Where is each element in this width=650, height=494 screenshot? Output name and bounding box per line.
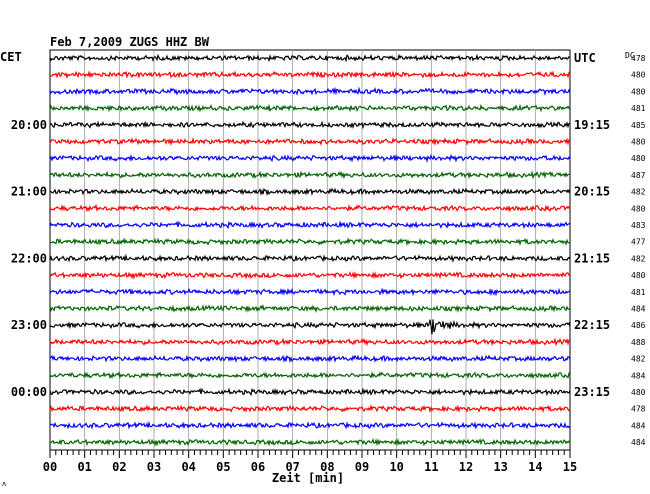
trace-line bbox=[49, 103, 571, 113]
x-tick-label: 11 bbox=[424, 460, 438, 474]
trace-line bbox=[49, 237, 571, 247]
dc-offset-label: 480 bbox=[631, 154, 646, 163]
x-tick-label: 10 bbox=[389, 460, 403, 474]
dc-offset-label: 477 bbox=[631, 238, 646, 247]
trace-line bbox=[49, 120, 571, 130]
x-tick-label: 06 bbox=[251, 460, 265, 474]
dc-offset-label: 480 bbox=[631, 271, 646, 280]
x-tick-label: 02 bbox=[112, 460, 126, 474]
dc-offset-label: 480 bbox=[631, 87, 646, 96]
dc-offset-label: 488 bbox=[631, 338, 646, 347]
x-tick-label: 05 bbox=[216, 460, 230, 474]
dc-offset-label: 482 bbox=[631, 188, 646, 197]
trace-line bbox=[49, 304, 571, 313]
x-tick-label: 01 bbox=[77, 460, 91, 474]
dc-offset-label: 480 bbox=[631, 388, 646, 397]
left-timezone-label: CET bbox=[0, 50, 22, 64]
right-time-label: UTC bbox=[574, 51, 596, 65]
left-time-label: 23:00 bbox=[11, 318, 47, 332]
x-tick-label: 14 bbox=[528, 460, 542, 474]
x-tick-label: 07 bbox=[285, 460, 299, 474]
dc-offset-label: 483 bbox=[631, 221, 646, 230]
right-time-label: 19:15 bbox=[574, 118, 610, 132]
dc-offset-label: 478 bbox=[631, 54, 646, 63]
right-time-label: 22:15 bbox=[574, 318, 610, 332]
dc-offset-label: 480 bbox=[631, 71, 646, 80]
dc-offset-label: 478 bbox=[631, 405, 646, 414]
x-tick-label: 09 bbox=[355, 460, 369, 474]
x-tick-label: 15 bbox=[563, 460, 577, 474]
dc-offset-label: 481 bbox=[631, 288, 646, 297]
x-axis: 00 01 02 03 04 05 06 07 08 09 10 11 12 13 14 15 bbox=[43, 450, 577, 474]
dc-offset-label: 481 bbox=[631, 104, 646, 113]
dc-offset-label: 485 bbox=[631, 121, 646, 130]
trace-line bbox=[49, 337, 571, 347]
trace-line bbox=[49, 136, 571, 147]
seismic-traces bbox=[49, 53, 571, 447]
trace-line bbox=[49, 270, 571, 280]
corner-mark: ʌ bbox=[2, 480, 6, 488]
x-tick-label: 13 bbox=[493, 460, 507, 474]
trace-line bbox=[49, 287, 571, 297]
trace-line bbox=[49, 70, 571, 80]
dc-offset-label: 484 bbox=[631, 371, 646, 380]
left-time-label: 20:00 bbox=[11, 118, 47, 132]
dc-offset-label: 484 bbox=[631, 305, 646, 314]
dc-offset-label: 486 bbox=[631, 321, 646, 330]
x-tick-label: 12 bbox=[459, 460, 473, 474]
trace-line bbox=[49, 404, 571, 414]
right-time-label: 21:15 bbox=[574, 251, 610, 265]
dc-offset-label: 484 bbox=[631, 421, 646, 430]
dc-offset-labels: 478 480 480 481 485 480 480 487 482 480 483 477 482 4… bbox=[631, 54, 646, 447]
trace-line bbox=[49, 253, 571, 263]
right-time-labels: UTC 19:15 20:15 21:15 22:15 23:15 bbox=[574, 51, 610, 399]
dc-offset-label: 484 bbox=[631, 438, 646, 447]
trace-line bbox=[49, 370, 571, 380]
dc-offset-label: 487 bbox=[631, 171, 646, 180]
left-time-label: 00:00 bbox=[11, 385, 47, 399]
dc-offset-label: 480 bbox=[631, 138, 646, 147]
x-tick-label: 00 bbox=[43, 460, 57, 474]
trace-line bbox=[49, 187, 571, 197]
right-time-label: 20:15 bbox=[574, 185, 610, 199]
trace-line bbox=[49, 437, 571, 447]
left-time-label: 22:00 bbox=[11, 251, 47, 265]
dc-header-label: DC bbox=[625, 51, 635, 60]
trace-line bbox=[49, 203, 571, 213]
trace-line bbox=[49, 86, 571, 97]
trace-line bbox=[49, 220, 571, 230]
trace-line bbox=[49, 153, 571, 163]
x-tick-label: 03 bbox=[147, 460, 161, 474]
trace-line bbox=[49, 170, 571, 180]
left-time-label: 21:00 bbox=[11, 185, 47, 199]
right-time-label: 23:15 bbox=[574, 385, 610, 399]
trace-line bbox=[49, 387, 571, 397]
trace-line bbox=[49, 420, 571, 430]
x-axis-label: Zeit [min] bbox=[272, 471, 344, 485]
dc-offset-label: 482 bbox=[631, 254, 646, 263]
trace-line bbox=[49, 53, 571, 63]
trace-line bbox=[49, 319, 571, 335]
x-tick-label: 04 bbox=[181, 460, 195, 474]
chart-title: Feb 7,2009 ZUGS HHZ BW bbox=[50, 35, 210, 49]
dc-offset-label: 482 bbox=[631, 355, 646, 364]
x-tick-label: 08 bbox=[320, 460, 334, 474]
dc-offset-label: 480 bbox=[631, 204, 646, 213]
left-time-labels: 20:00 21:00 22:00 23:00 00:00 bbox=[11, 118, 47, 399]
plot-grid bbox=[49, 49, 571, 451]
trace-line bbox=[49, 354, 571, 364]
